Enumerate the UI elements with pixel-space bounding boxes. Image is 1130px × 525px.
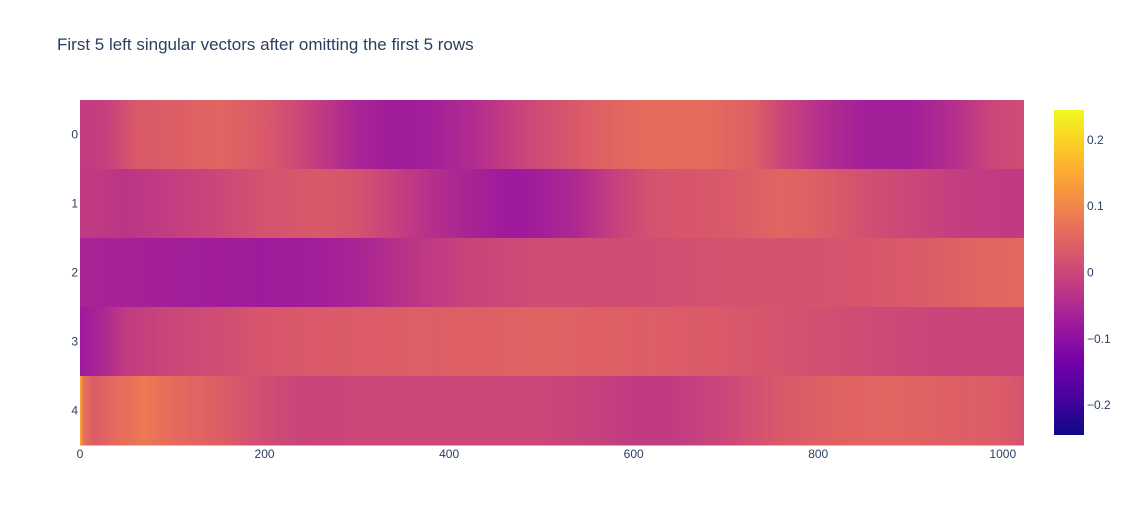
- heatmap-rows: [80, 100, 1024, 446]
- heatmap-row-0: [80, 100, 1024, 170]
- x-tick-label: 400: [439, 447, 459, 461]
- heatmap-row-2: [80, 238, 1024, 308]
- x-tick-label: 1000: [989, 447, 1016, 461]
- x-axis-ticks: 0 200 400 600 800 1000: [77, 447, 1017, 461]
- y-tick-label: 2: [71, 266, 78, 280]
- x-tick-label: 800: [808, 447, 828, 461]
- y-axis-ticks: 0 1 2 3 4: [71, 128, 78, 418]
- heatmap-row-1: [80, 169, 1024, 239]
- colorbar-tick-label: −0.1: [1087, 332, 1111, 346]
- y-tick-label: 4: [71, 404, 78, 418]
- colorbar-gradient: [1054, 110, 1084, 435]
- x-tick-label: 600: [624, 447, 644, 461]
- colorbar: 0.2 0.1 0 −0.1 −0.2: [1054, 110, 1111, 435]
- x-tick-label: 0: [77, 447, 84, 461]
- y-tick-label: 3: [71, 335, 78, 349]
- y-tick-label: 0: [71, 128, 78, 142]
- y-tick-label: 1: [71, 197, 78, 211]
- colorbar-tick-label: 0.1: [1087, 199, 1104, 213]
- colorbar-tick-label: 0.2: [1087, 133, 1104, 147]
- colorbar-tick-label: 0: [1087, 266, 1094, 280]
- heatmap-row-3: [80, 307, 1024, 377]
- colorbar-tick-label: −0.2: [1087, 398, 1111, 412]
- x-tick-label: 200: [255, 447, 275, 461]
- heatmap-row-4: [80, 376, 1024, 446]
- chart-title: First 5 left singular vectors after omit…: [57, 35, 474, 54]
